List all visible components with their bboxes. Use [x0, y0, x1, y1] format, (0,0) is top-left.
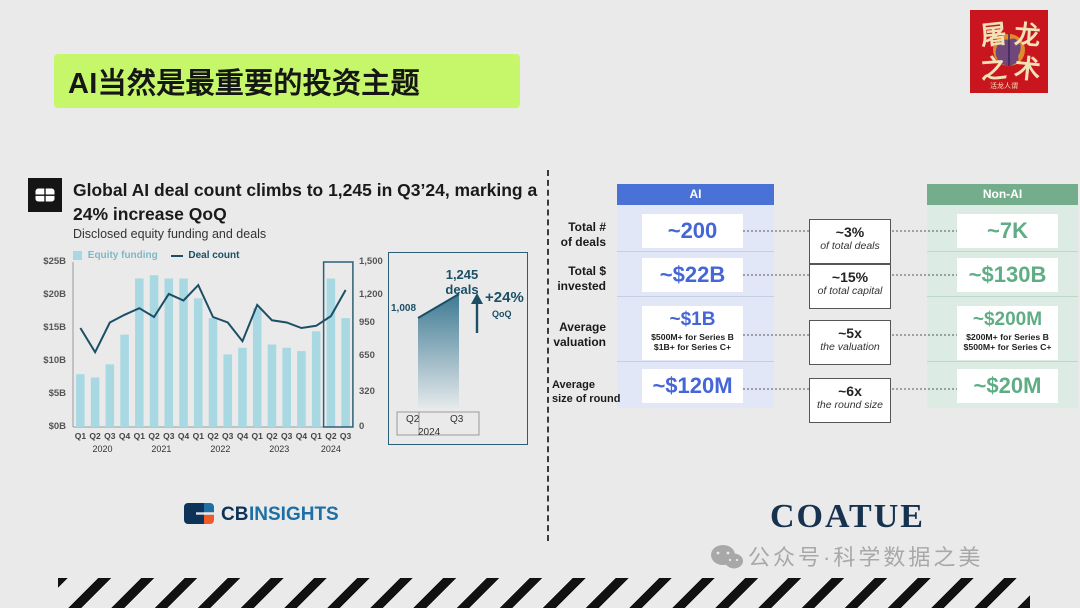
svg-text:CB: CB [221, 504, 248, 524]
svg-text:INSIGHTS: INSIGHTS [249, 504, 339, 524]
svg-text:公众号·科学数据之美: 公众号·科学数据之美 [748, 545, 983, 570]
